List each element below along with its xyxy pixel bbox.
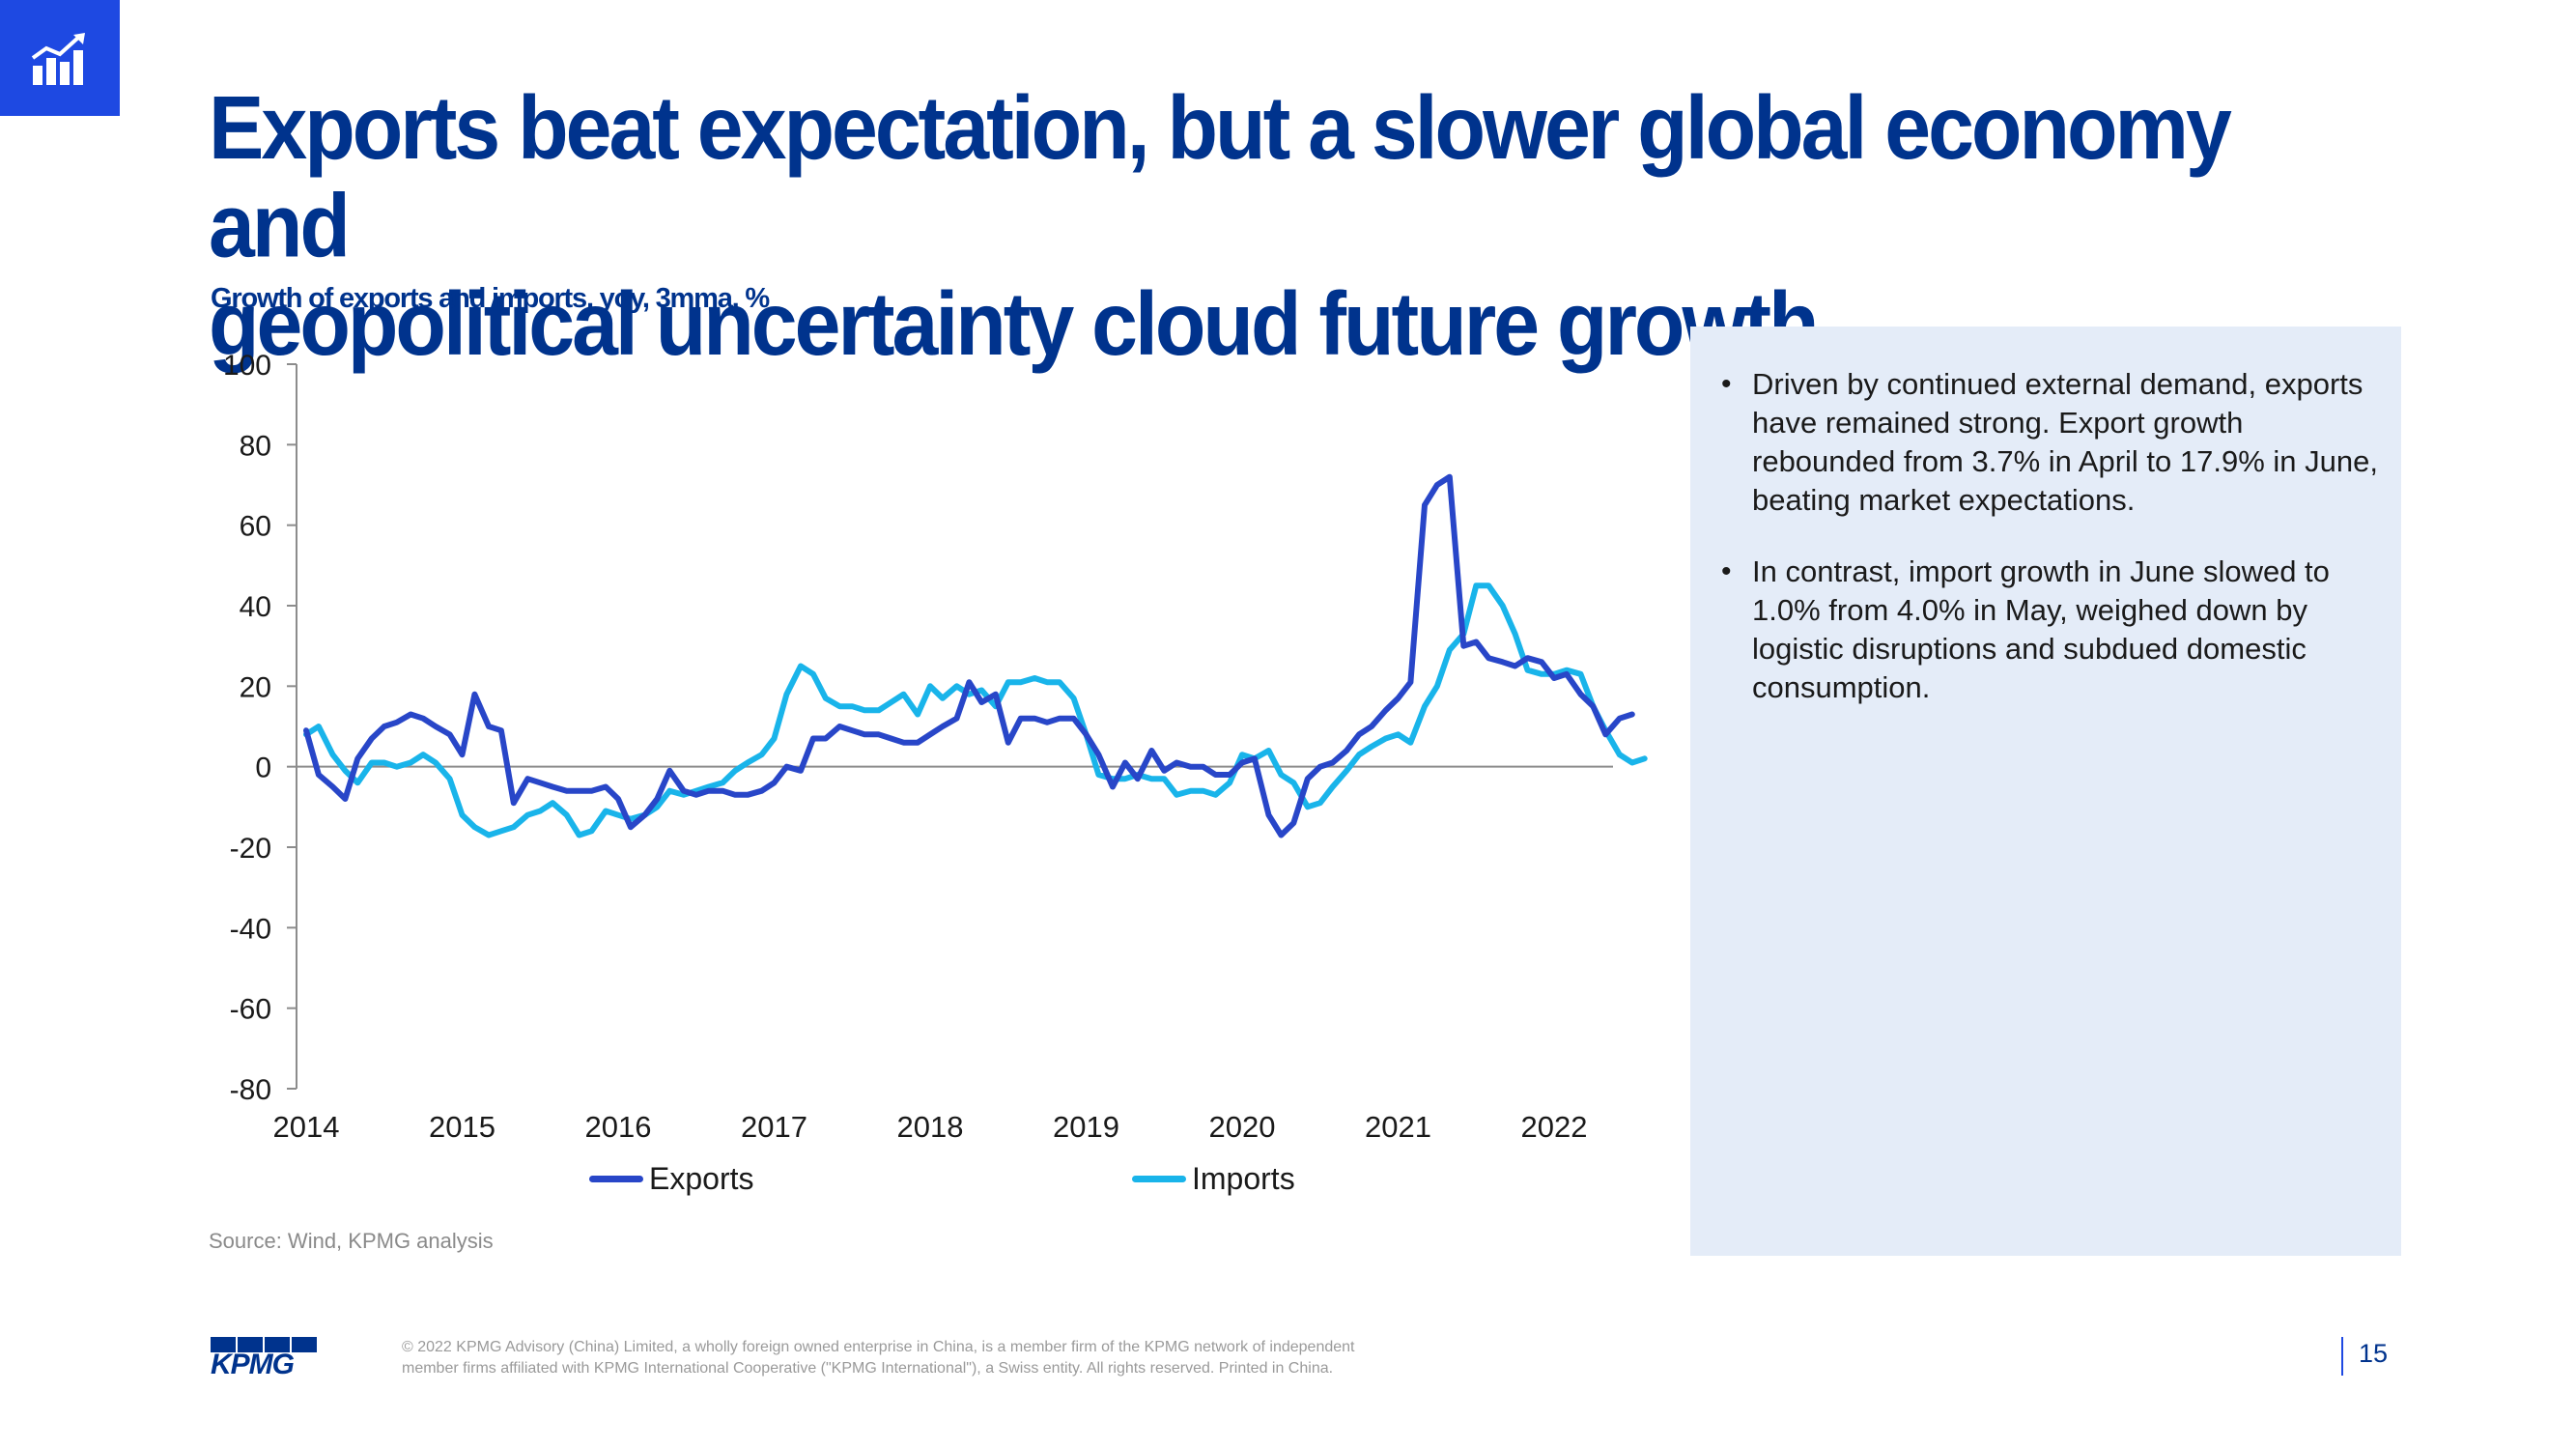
x-tick-label: 2022 [1521, 1110, 1588, 1140]
source-note: Source: Wind, KPMG analysis [209, 1229, 494, 1253]
copyright-notice: © 2022 KPMG Advisory (China) Limited, a … [402, 1339, 1355, 1377]
x-tick-label: 2020 [1209, 1110, 1276, 1140]
y-tick-label: -40 [230, 913, 271, 945]
title-line-1: Exports beat expectation, but a slower g… [209, 77, 2232, 277]
commentary-bullet: Driven by continued external demand, exp… [1717, 365, 2382, 520]
y-tick-label: 0 [255, 753, 271, 784]
corner-badge [0, 0, 120, 116]
x-tick-label: 2017 [741, 1110, 807, 1140]
series-line-imports [303, 582, 1648, 838]
legend-imports-label: Imports [1192, 1161, 1295, 1196]
page-number-divider [2341, 1337, 2343, 1376]
commentary-bullet: In contrast, import growth in June slowe… [1717, 553, 2382, 707]
chart-subtitle: Growth of exports and imports, yoy, 3mma… [211, 283, 770, 314]
y-tick-label: 100 [223, 350, 271, 382]
chart-legend: Exports Imports [0, 1161, 1642, 1209]
y-tick-label: 60 [240, 511, 271, 543]
legend-imports: Imports [1132, 1161, 1295, 1197]
kpmg-logo-text: KPMG [211, 1349, 295, 1380]
kpmg-logo: KPMG [211, 1337, 317, 1381]
y-tick-label: -60 [230, 994, 271, 1026]
series-line-exports [303, 473, 1635, 838]
page-number: 15 [2359, 1339, 2389, 1368]
page-title: Exports beat expectation, but a slower g… [209, 79, 2237, 374]
x-tick-label: 2018 [897, 1110, 964, 1140]
kpmg-logo-boxes [211, 1337, 317, 1352]
legend-imports-swatch [1132, 1176, 1186, 1182]
legend-exports-label: Exports [649, 1161, 754, 1196]
y-tick-label: 20 [240, 671, 271, 703]
x-tick-label: 2015 [429, 1110, 495, 1140]
y-tick-label: 80 [240, 430, 271, 462]
x-tick-label: 2019 [1053, 1110, 1119, 1140]
commentary-list: Driven by continued external demand, exp… [1717, 365, 2382, 707]
bar-chart-trend-icon [31, 33, 85, 85]
legend-exports: Exports [589, 1161, 753, 1197]
y-tick-label: 40 [240, 591, 271, 623]
y-tick-label: -20 [230, 833, 271, 865]
title-line-2: geopolitical uncertainty cloud future gr… [209, 273, 1820, 375]
legend-exports-swatch [589, 1176, 643, 1182]
commentary-panel: Driven by continued external demand, exp… [1690, 327, 2401, 1256]
y-tick-label: -80 [230, 1074, 271, 1106]
x-tick-label: 2014 [273, 1110, 340, 1140]
x-tick-label: 2021 [1365, 1110, 1431, 1140]
x-tick-label: 2016 [585, 1110, 652, 1140]
